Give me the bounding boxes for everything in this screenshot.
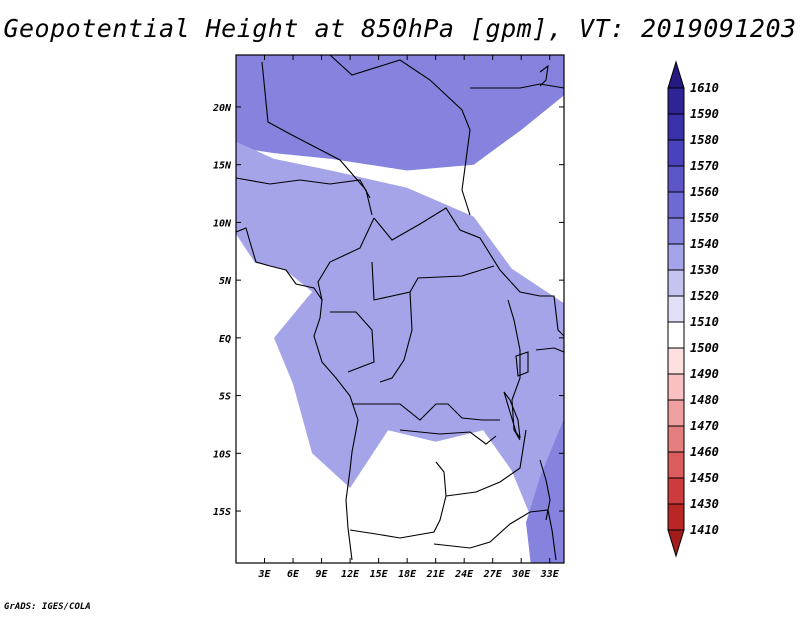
coastline: [236, 227, 359, 561]
colorbar-cell: [667, 399, 685, 427]
colorbar-cell: [667, 243, 685, 271]
colorbar-label: 1430: [690, 497, 719, 511]
border: [507, 299, 521, 441]
x-tick-label: 6E: [287, 569, 300, 580]
colorbar-label: 1450: [690, 471, 719, 485]
border: [330, 311, 375, 373]
colorbar-cell: [667, 113, 685, 141]
border: [379, 291, 413, 383]
colorbar-cell: [667, 165, 685, 193]
contour-region-east-coast-high: [526, 418, 564, 563]
border: [445, 429, 527, 497]
y-tick-label: 10S: [213, 449, 231, 460]
border: [470, 83, 564, 89]
border: [349, 461, 447, 539]
y-tick-label: EQ: [219, 334, 231, 345]
contour-region-southwest-low: [236, 453, 341, 563]
border: [261, 61, 373, 216]
border: [433, 509, 557, 561]
chart-title: Geopotential Height at 850hPa [gpm], VT:…: [3, 14, 797, 43]
axes-layer: 3E 6E 9E 12E 15E 18E 21E 24E 27E 30E 33E 20N 15N 10N 5…: [212, 55, 564, 580]
colorbar-cell: [667, 191, 685, 219]
colorbar-cell: [667, 503, 685, 531]
colorbar: 1610 1590 1580 1570 1560 1550 1540 1530 1520 1510…: [667, 60, 719, 558]
grads-credit: GrADS: IGES/COLA: [4, 602, 91, 612]
colorbar-label: 1560: [690, 185, 719, 199]
x-tick-label: 24E: [454, 569, 474, 580]
y-tick-label: 5S: [219, 392, 231, 403]
colorbar-label: 1460: [690, 445, 719, 459]
colorbar-cell: [667, 87, 685, 115]
colorbar-label: 1480: [690, 393, 719, 407]
colorbar-cell: [667, 139, 685, 167]
x-tick-label: 12E: [341, 569, 360, 580]
x-tick-label: 18E: [398, 569, 417, 580]
x-tick-label: 3E: [257, 569, 271, 580]
border: [539, 459, 551, 521]
coastline-border-layer: [236, 55, 564, 561]
y-tick-label: 20N: [212, 103, 232, 114]
colorbar-label: 1590: [690, 107, 719, 121]
x-tick-label: 21E: [426, 569, 446, 580]
colorbar-label: 1570: [690, 159, 719, 173]
colorbar-label: 1500: [690, 341, 719, 355]
border: [371, 261, 495, 301]
colorbar-label: 1470: [690, 419, 719, 433]
colorbar-label: 1530: [690, 263, 719, 277]
border: [236, 177, 371, 199]
colorbar-label: 1540: [690, 237, 719, 251]
y-tick-label: 10N: [213, 218, 232, 229]
lake: [515, 351, 529, 377]
colorbar-cell: [667, 451, 685, 479]
border: [317, 217, 375, 301]
colorbar-top-arrow: [667, 60, 685, 89]
y-tick-label: 5N: [219, 276, 232, 287]
colorbar-cell: [667, 373, 685, 401]
y-tick-label: 15N: [213, 161, 232, 172]
contour-fill-layer: [236, 55, 564, 563]
colorbar-label: 1490: [690, 367, 719, 381]
colorbar-cell: [667, 347, 685, 375]
x-tick-label: 9E: [316, 569, 329, 580]
border: [535, 347, 564, 353]
colorbar-cell: [667, 321, 685, 349]
colorbar-cell: [667, 295, 685, 323]
x-tick-label: 15E: [370, 569, 389, 580]
contour-region-central-africa: [236, 141, 564, 517]
colorbar-cell: [667, 269, 685, 297]
contour-region-south-interior-low: [359, 516, 436, 563]
colorbar-label: 1510: [690, 315, 719, 329]
colorbar-cell: [667, 217, 685, 245]
coastline: [539, 64, 549, 87]
map-frame: [235, 54, 565, 564]
colorbar-cell: [667, 477, 685, 505]
colorbar-label: 1410: [690, 523, 719, 537]
border: [399, 429, 497, 445]
colorbar-label: 1520: [690, 289, 719, 303]
y-tick-label: 15S: [213, 507, 231, 518]
x-tick-label: 30E: [511, 569, 531, 580]
lake: [503, 391, 521, 439]
colorbar-cell: [667, 425, 685, 453]
colorbar-label: 1550: [690, 211, 719, 225]
x-tick-label: 33E: [540, 569, 560, 580]
x-tick-label: 27E: [483, 569, 503, 580]
colorbar-label: 1610: [690, 81, 719, 95]
contour-region-sahel-band: [236, 55, 564, 171]
border: [329, 55, 471, 216]
border: [352, 403, 500, 421]
colorbar-label: 1580: [690, 133, 719, 147]
border: [373, 207, 564, 337]
colorbar-bottom-arrow: [667, 529, 685, 558]
